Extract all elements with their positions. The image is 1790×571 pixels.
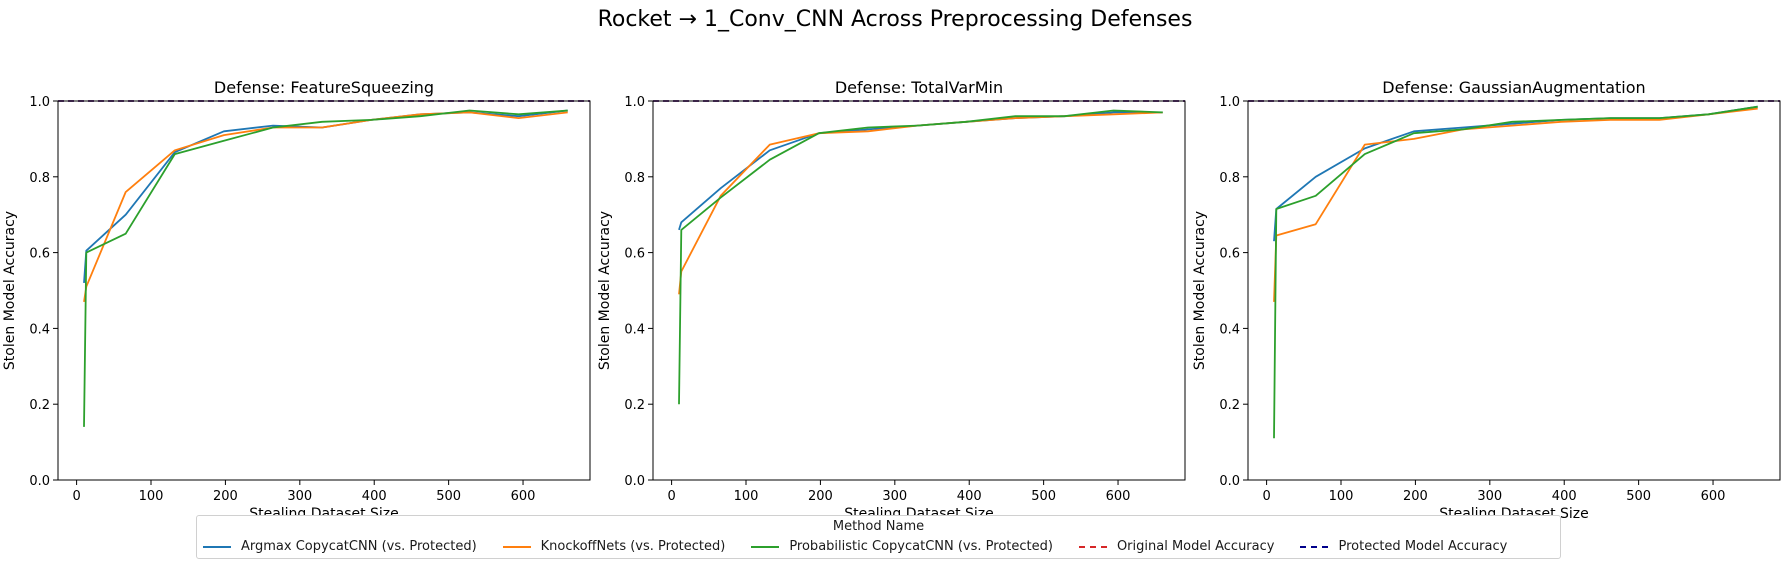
- legend-swatch: [203, 545, 231, 548]
- x-tick-label: 500: [1031, 489, 1056, 504]
- y-axis-label: Stolen Model Accuracy: [597, 211, 613, 370]
- y-tick-label: 1.0: [624, 95, 645, 110]
- legend-swatch: [1078, 545, 1107, 548]
- x-tick-label: 500: [1626, 489, 1651, 504]
- plot-area: [58, 100, 590, 427]
- x-tick-label: 600: [511, 489, 536, 504]
- legend-items: Argmax CopycatCNN (vs. Protected) Knockof…: [203, 539, 1507, 554]
- series-line: [83, 111, 568, 303]
- x-tick-label: 200: [213, 489, 238, 504]
- y-tick-label: 0.0: [29, 474, 50, 489]
- x-tick-label: 0: [72, 489, 80, 504]
- subplots: Defense: FeatureSqueezing 0.0 0.2 0.4 0.6 0.8…: [2, 78, 1781, 522]
- legend-label: Original Model Accuracy: [1116, 539, 1275, 554]
- series-line: [678, 109, 1163, 405]
- legend-entry: Argmax CopycatCNN (vs. Protected): [203, 539, 477, 554]
- subplot-title: Defense: GaussianAugmentation: [1382, 78, 1645, 97]
- x-tick-label: 600: [1106, 489, 1131, 504]
- y-tick-label: 0.2: [1219, 398, 1240, 413]
- series-line: [1273, 107, 1758, 302]
- y-tick-label: 0.4: [1219, 322, 1240, 337]
- x-tick-label: 100: [734, 489, 759, 504]
- y-tick-label: 0.0: [624, 474, 645, 489]
- plot-area: [653, 100, 1185, 405]
- legend-swatch: [1300, 545, 1329, 548]
- x-tick-label: 400: [1552, 489, 1577, 504]
- subplot-title: Defense: TotalVarMin: [835, 78, 1003, 97]
- subplot-2: Defense: TotalVarMin 0.0 0.2 0.4 0.6 0.8 1.0 0 1…: [597, 78, 1186, 522]
- series-line: [83, 109, 568, 427]
- y-tick-label: 0.2: [29, 398, 50, 413]
- y-tick-label: 0.2: [624, 398, 645, 413]
- x-tick-label: 300: [1477, 489, 1502, 504]
- y-tick-label: 0.4: [29, 322, 50, 337]
- x-tick-label: 300: [287, 489, 312, 504]
- x-tick-label: 600: [1701, 489, 1726, 504]
- x-tick-label: 100: [1329, 489, 1354, 504]
- legend-label: Protected Model Accuracy: [1338, 539, 1508, 554]
- series-line: [1273, 105, 1758, 439]
- legend-title: Method Name: [832, 519, 925, 534]
- legend-entry: Original Model Accuracy: [1078, 539, 1275, 554]
- subplot-3: Defense: GaussianAugmentation 0.0 0.2 0.4 0.…: [1192, 78, 1781, 522]
- y-tick-label: 0.0: [1219, 474, 1240, 489]
- axes-frame: [1247, 100, 1781, 481]
- subplot-title: Defense: FeatureSqueezing: [214, 78, 434, 97]
- y-tick-label: 1.0: [1219, 95, 1240, 110]
- y-axis-label: Stolen Model Accuracy: [1192, 211, 1208, 370]
- x-tick-label: 100: [139, 489, 164, 504]
- y-tick-label: 0.6: [29, 247, 50, 262]
- y-tick-label: 1.0: [29, 95, 50, 110]
- legend-label: Argmax CopycatCNN (vs. Protected): [241, 539, 477, 554]
- y-tick-label: 0.8: [29, 171, 50, 186]
- y-axis-label: Stolen Model Accuracy: [2, 211, 18, 370]
- x-tick-label: 300: [882, 489, 907, 504]
- legend-entry: KnockoffNets (vs. Protected): [502, 539, 726, 554]
- x-tick-label: 400: [362, 489, 387, 504]
- legend-label: KnockoffNets (vs. Protected): [540, 539, 726, 554]
- legend-entry: Protected Model Accuracy: [1300, 539, 1507, 554]
- x-tick-label: 0: [667, 489, 675, 504]
- x-tick-label: 0: [1262, 489, 1270, 504]
- y-tick-label: 0.4: [624, 322, 645, 337]
- y-tick-label: 0.6: [1219, 247, 1240, 262]
- x-tick-label: 500: [436, 489, 461, 504]
- series-line: [678, 111, 1163, 295]
- figure-title: Rocket → 1_Conv_CNN Across Preprocessing…: [598, 7, 1193, 32]
- series-line: [678, 111, 1163, 231]
- legend-swatch: [502, 545, 531, 548]
- x-tick-label: 200: [808, 489, 833, 504]
- x-tick-label: 200: [1403, 489, 1428, 504]
- legend: Method Name Argmax CopycatCNN (vs. Prote…: [196, 515, 1561, 559]
- y-tick-label: 0.6: [624, 247, 645, 262]
- subplot-1: Defense: FeatureSqueezing 0.0 0.2 0.4 0.6 0.8…: [2, 78, 591, 522]
- legend-label: Probabilistic CopycatCNN (vs. Protected): [789, 539, 1053, 554]
- y-tick-label: 0.8: [624, 171, 645, 186]
- y-tick-label: 0.8: [1219, 171, 1240, 186]
- legend-entry: Probabilistic CopycatCNN (vs. Protected): [751, 539, 1053, 554]
- legend-swatch: [751, 545, 780, 548]
- series-line: [83, 109, 568, 283]
- plot-area: [1248, 100, 1780, 439]
- axes-frame: [57, 100, 591, 481]
- axes-frame: [652, 100, 1186, 481]
- x-tick-label: 400: [957, 489, 982, 504]
